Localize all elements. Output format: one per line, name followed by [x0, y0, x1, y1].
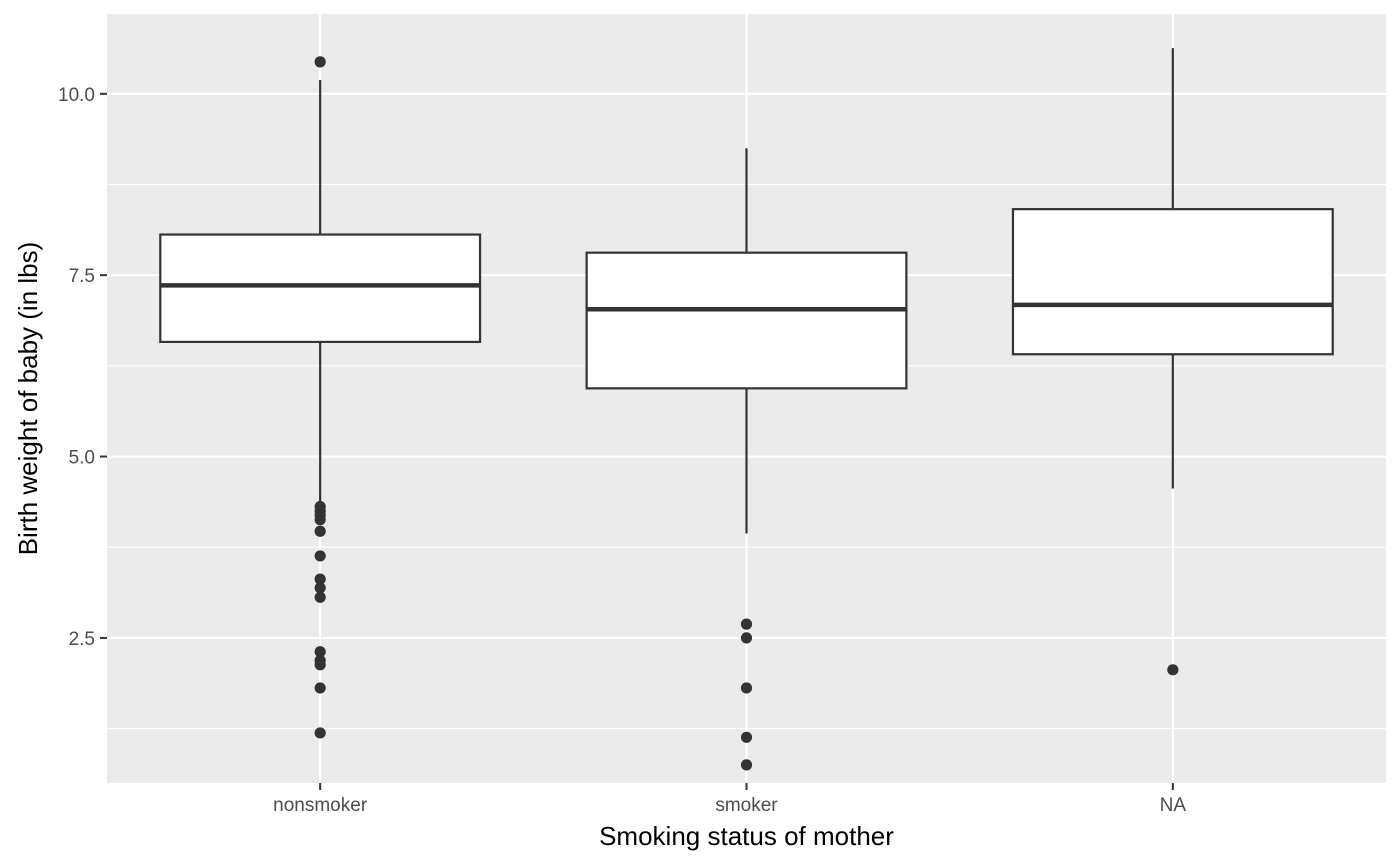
outlier-point [314, 514, 326, 526]
y-axis: 2.5 5.0 7.5 10.0 [58, 85, 107, 650]
y-tick-label: 2.5 [69, 629, 95, 650]
box-NA [1011, 48, 1334, 676]
box-smoker [585, 148, 908, 771]
outlier-point [314, 659, 326, 671]
outlier-point [1167, 664, 1179, 676]
x-tick-label: NA [1160, 795, 1187, 816]
x-axis: nonsmoker smoker NA [273, 783, 1186, 816]
iqr-box [585, 251, 908, 390]
outlier-point [314, 727, 326, 739]
outlier-point [314, 646, 326, 658]
x-axis-title: Smoking status of mother [599, 821, 894, 851]
y-tick-label: 5.0 [69, 448, 95, 469]
iqr-box [1011, 208, 1334, 356]
y-axis-title: Birth weight of baby (in lbs) [13, 242, 43, 556]
y-tick-label: 10.0 [58, 85, 95, 106]
outlier-point [314, 525, 326, 537]
outlier-point [740, 618, 753, 630]
outlier-point [314, 573, 326, 585]
outlier-point [314, 550, 326, 562]
outlier-point [740, 682, 753, 694]
outlier-point [740, 759, 753, 771]
y-tick-label: 7.5 [69, 266, 95, 287]
outlier-point [314, 591, 326, 603]
iqr-box [159, 233, 482, 344]
outlier-point [740, 731, 753, 743]
outlier-point [314, 582, 326, 594]
outlier-point [740, 632, 753, 644]
x-tick-label: nonsmoker [273, 795, 368, 816]
outlier-point [314, 56, 326, 68]
outlier-point [314, 682, 326, 694]
x-tick-label: smoker [715, 795, 778, 816]
boxes-layer [159, 48, 1334, 771]
box-nonsmoker [159, 56, 482, 739]
